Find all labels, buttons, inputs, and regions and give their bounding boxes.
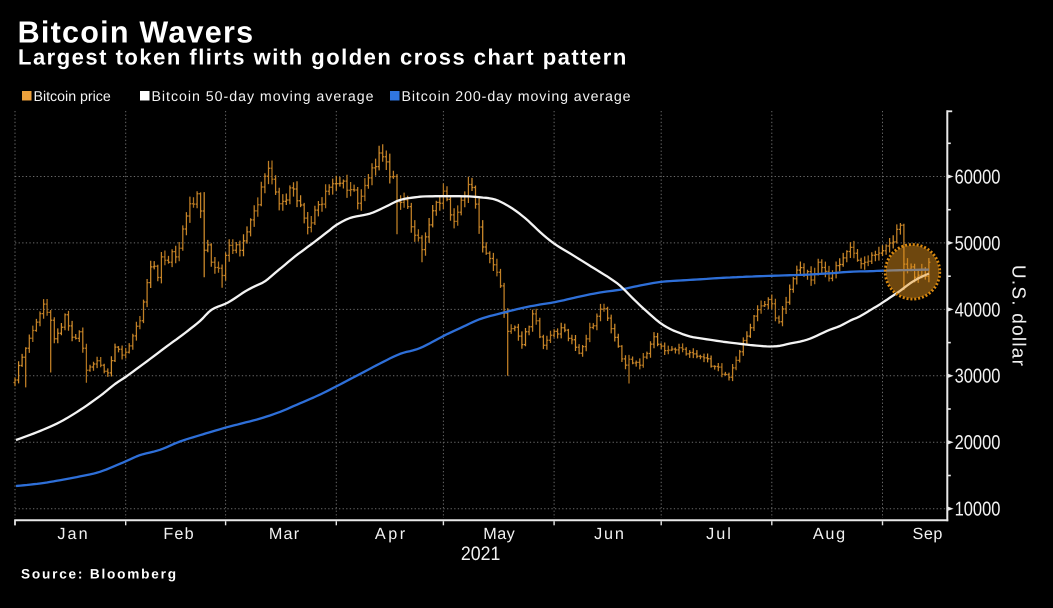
- svg-text:20000: 20000: [955, 432, 1001, 454]
- svg-text:30000: 30000: [955, 366, 1001, 388]
- svg-text:Bitcoin 50-day moving average: Bitcoin 50-day moving average: [152, 89, 374, 105]
- svg-text:10000: 10000: [955, 499, 1001, 521]
- svg-text:May: May: [483, 525, 515, 543]
- svg-text:Bitcoin 200-day moving average: Bitcoin 200-day moving average: [402, 89, 631, 105]
- svg-text:Apr: Apr: [375, 525, 406, 543]
- svg-text:Jun: Jun: [594, 525, 624, 543]
- svg-text:Feb: Feb: [163, 525, 193, 543]
- svg-text:Jan: Jan: [57, 525, 87, 543]
- svg-text:Bitcoin price: Bitcoin price: [34, 89, 111, 105]
- svg-text:50000: 50000: [955, 233, 1001, 255]
- svg-text:U.S. dollar: U.S. dollar: [1008, 265, 1029, 367]
- svg-text:Source: Bloomberg: Source: Bloomberg: [21, 567, 176, 582]
- svg-text:40000: 40000: [955, 299, 1001, 321]
- svg-text:Mar: Mar: [269, 525, 300, 543]
- svg-text:Sep: Sep: [913, 525, 943, 543]
- svg-text:Bitcoin Wavers: Bitcoin Wavers: [18, 16, 255, 50]
- svg-text:Aug: Aug: [813, 525, 845, 543]
- svg-text:Largest token flirts with gold: Largest token flirts with golden cross c…: [18, 45, 628, 70]
- svg-text:60000: 60000: [955, 166, 1001, 188]
- svg-text:2021: 2021: [461, 543, 501, 565]
- svg-text:Jul: Jul: [706, 525, 731, 543]
